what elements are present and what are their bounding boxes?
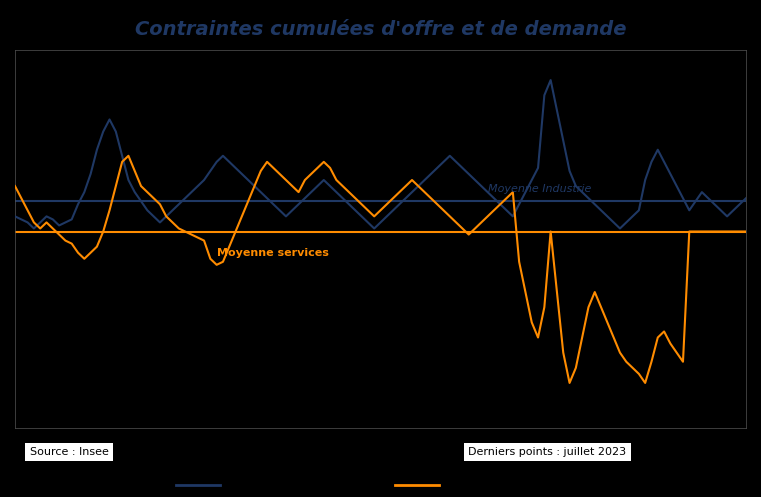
Text: Source : Insee: Source : Insee [30, 447, 109, 457]
Text: Moyenne Industrie: Moyenne Industrie [488, 184, 591, 194]
Text: Contraintes cumulées d'offre et de demande: Contraintes cumulées d'offre et de deman… [135, 20, 626, 39]
Text: Moyenne services: Moyenne services [217, 248, 329, 258]
Text: Derniers points : juillet 2023: Derniers points : juillet 2023 [468, 447, 626, 457]
